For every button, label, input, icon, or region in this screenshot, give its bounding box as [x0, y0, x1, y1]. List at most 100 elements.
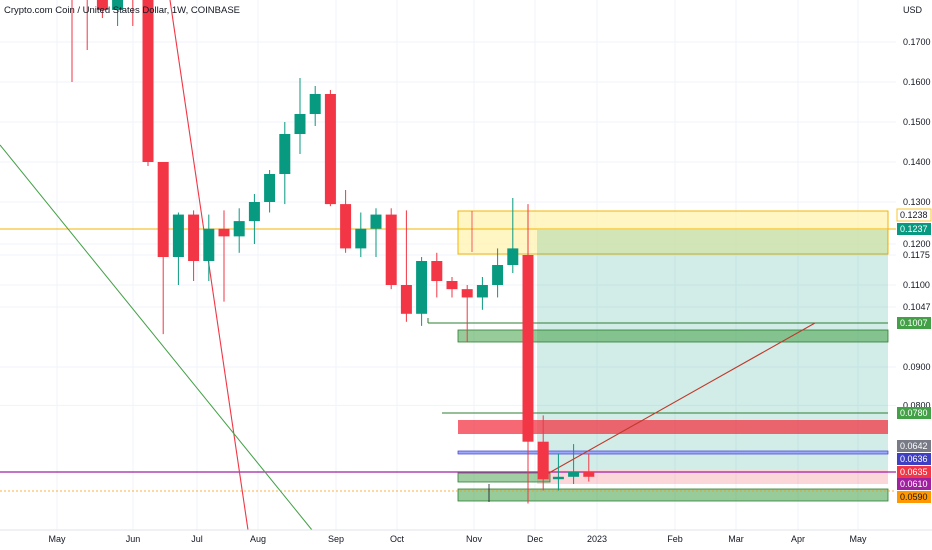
candle [400, 210, 412, 322]
candle-body [294, 114, 306, 134]
candle [218, 210, 230, 302]
price-axis[interactable]: USD 0.1700 0.1600 0.1500 0.1400 0.1300 0.1200… [896, 0, 932, 550]
candle [492, 248, 504, 298]
drawings [0, 0, 932, 531]
candle-body [537, 441, 549, 480]
time-tick-label: Sep [328, 534, 344, 544]
price-tag-bg [897, 478, 931, 490]
price-tag-bg [897, 466, 931, 478]
time-tick-label: Oct [390, 534, 405, 544]
candle-body [112, 0, 124, 10]
price-tick-label: 0.1100 [903, 280, 930, 290]
candle-body [248, 202, 260, 222]
candle [416, 257, 428, 326]
candle-body [309, 94, 321, 114]
candle-body [522, 255, 534, 442]
price-tag-bg [897, 440, 931, 452]
candle-body [431, 261, 443, 281]
candle-body [385, 214, 397, 285]
price-tag: 0.1007 [897, 317, 931, 329]
candle [203, 214, 215, 281]
time-axis[interactable]: May Jun Jul Aug Sep Oct Nov Dec 2023 Feb Mar Apr May [0, 529, 932, 544]
candle-body [340, 204, 352, 249]
candle [461, 285, 473, 343]
green-trend-line [0, 144, 313, 531]
support-zone-lower [457, 488, 889, 502]
candle [537, 415, 549, 491]
candle-body [446, 281, 458, 290]
price-tick-label: 0.1500 [903, 117, 931, 127]
candle [294, 78, 306, 154]
candle [385, 208, 397, 290]
time-tick-label: Mar [728, 534, 744, 544]
candle [370, 208, 382, 257]
candle [324, 90, 336, 207]
time-tick-label: Nov [466, 534, 483, 544]
currency-label: USD [903, 5, 923, 15]
price-ticks: 0.17000.16000.15000.14000.13000.12000.11… [903, 37, 931, 410]
candle-body [370, 214, 382, 229]
price-tag-bg [897, 407, 931, 419]
price-tag: 0.0642 [897, 440, 931, 452]
candle [172, 212, 184, 285]
candle-body [188, 214, 200, 261]
rising-trend-line [539, 322, 816, 479]
price-tag-label: 0.0590 [900, 492, 928, 502]
price-tag-bg [896, 208, 932, 222]
price-tag: 0.0636 [897, 453, 931, 465]
candle [340, 190, 352, 253]
price-tag: 0.0610 [897, 478, 931, 490]
candle-body [96, 0, 108, 10]
candle [248, 194, 260, 244]
price-tag-bg [897, 317, 931, 329]
price-tag-bg [897, 453, 931, 465]
price-tag-label: 0.1238 [900, 210, 928, 220]
price-tick-label: 0.1200 [903, 239, 931, 249]
resistance-zone [457, 210, 889, 255]
price-tick-label: 0.0900 [903, 362, 931, 372]
candle [446, 277, 458, 298]
candle [132, 0, 134, 26]
time-tick-label: May [849, 534, 867, 544]
price-tag-label: 0.0642 [900, 441, 928, 451]
risk-zone [458, 420, 888, 434]
candle-body [583, 472, 595, 477]
candle [309, 86, 321, 126]
time-tick-label: Aug [250, 534, 266, 544]
candle [355, 212, 367, 257]
candle-body [552, 476, 564, 480]
candle-body [264, 174, 276, 202]
time-tick-label: Dec [527, 534, 544, 544]
position-loss-zone [537, 470, 888, 484]
candle [96, 0, 108, 18]
candle-body [233, 221, 245, 237]
candle [86, 0, 88, 50]
candle [71, 0, 73, 82]
candle-body [157, 162, 169, 257]
price-tag-label: 0.1007 [900, 318, 928, 328]
price-tag: 0.1237 [897, 223, 931, 235]
candle [233, 208, 245, 253]
candle-body [279, 134, 291, 174]
candle [142, 0, 154, 166]
price-tag-label: 0.0780 [900, 408, 928, 418]
candle [476, 277, 488, 310]
candle-body [507, 248, 519, 265]
price-tag-bg [897, 223, 931, 235]
price-tick-label: 0.1400 [903, 157, 931, 167]
candle-body [203, 228, 215, 261]
candle-body [476, 285, 488, 298]
price-tag: 0.1238 [896, 208, 932, 222]
candle [522, 204, 534, 504]
candle [157, 162, 169, 335]
price-tag-label: 0.1237 [900, 224, 928, 234]
symbol-title: Crypto.com Coin / United States Dollar, … [4, 5, 240, 16]
price-tick-label: 0.1300 [903, 197, 931, 207]
time-tick-label: Jun [126, 534, 141, 544]
candle-body [400, 285, 412, 314]
candle [264, 170, 276, 213]
price-tag: 0.0780 [897, 407, 931, 419]
time-tick-label: Jul [191, 534, 203, 544]
